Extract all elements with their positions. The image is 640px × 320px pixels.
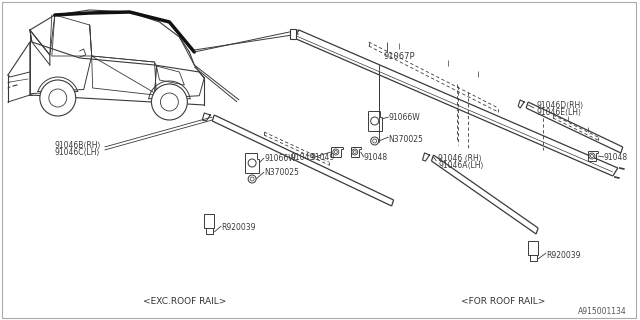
Bar (528, 241, 538, 255)
Bar (204, 214, 214, 228)
Text: 91049: 91049 (291, 153, 315, 162)
Circle shape (371, 137, 379, 145)
Text: 91049: 91049 (310, 153, 335, 162)
Text: 91046C⟨LH⟩: 91046C⟨LH⟩ (55, 148, 100, 156)
Circle shape (589, 153, 595, 159)
Text: N370025: N370025 (388, 134, 424, 143)
Circle shape (334, 150, 337, 154)
Text: 91066W: 91066W (264, 154, 296, 163)
Text: 91046D⟨RH⟩: 91046D⟨RH⟩ (536, 100, 583, 109)
Circle shape (352, 149, 358, 155)
Circle shape (49, 89, 67, 107)
Text: 91046B⟨RH⟩: 91046B⟨RH⟩ (55, 140, 101, 149)
Text: A915001134: A915001134 (578, 308, 627, 316)
Bar (290, 29, 296, 39)
Text: 91066W: 91066W (388, 113, 420, 122)
Text: R920039: R920039 (221, 223, 256, 233)
Circle shape (248, 159, 256, 167)
Circle shape (372, 139, 377, 143)
Text: 91067P: 91067P (383, 52, 415, 61)
Circle shape (333, 149, 339, 155)
Circle shape (152, 84, 188, 120)
Text: <EXC.ROOF RAIL>: <EXC.ROOF RAIL> (143, 298, 226, 307)
Text: 91046E⟨LH⟩: 91046E⟨LH⟩ (536, 108, 581, 116)
Text: 91048: 91048 (364, 153, 388, 162)
Text: <FOR ROOF RAIL>: <FOR ROOF RAIL> (461, 298, 545, 307)
Text: N370025: N370025 (264, 167, 299, 177)
Text: 91046A⟨LH⟩: 91046A⟨LH⟩ (438, 161, 484, 170)
Circle shape (591, 155, 593, 157)
Circle shape (371, 117, 379, 125)
Circle shape (161, 93, 179, 111)
Text: 91046 ⟨RH⟩: 91046 ⟨RH⟩ (438, 154, 482, 163)
Circle shape (250, 177, 254, 181)
Circle shape (353, 150, 356, 154)
Circle shape (40, 80, 76, 116)
Text: 91048: 91048 (604, 153, 628, 162)
Circle shape (248, 175, 256, 183)
Text: R920039: R920039 (546, 251, 580, 260)
